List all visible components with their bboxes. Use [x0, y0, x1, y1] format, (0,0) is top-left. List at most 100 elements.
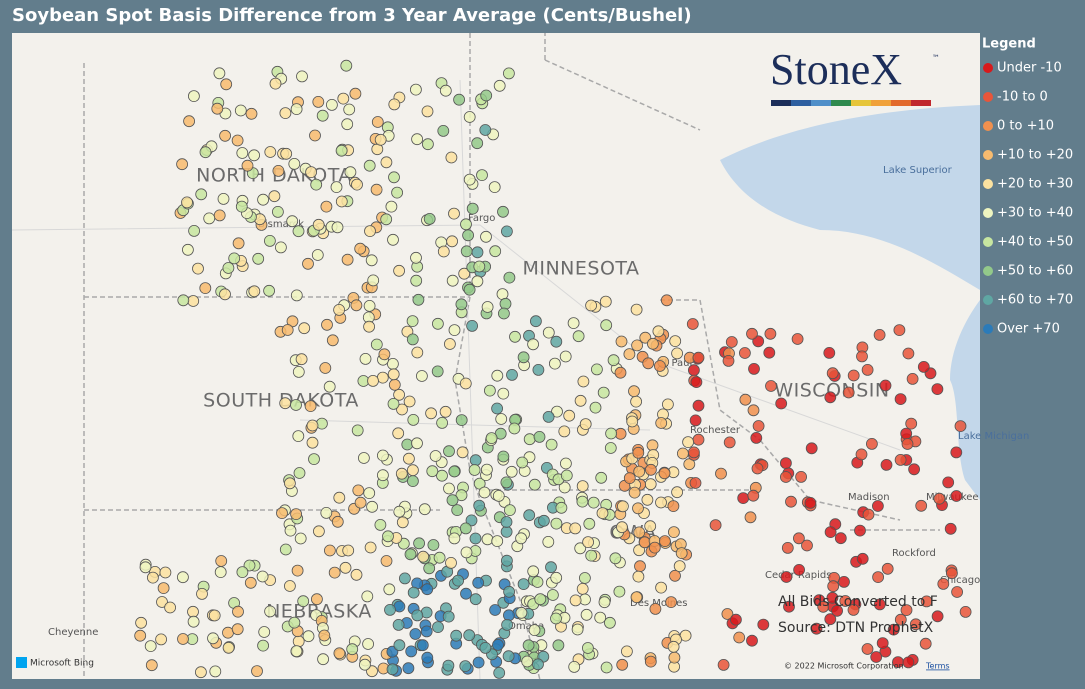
site-dot: [654, 360, 666, 372]
site-dot: [420, 625, 433, 638]
site-dot: [258, 626, 271, 638]
site-dot: [144, 640, 157, 652]
site-dot: [723, 436, 736, 449]
legend-swatch: [983, 295, 993, 305]
legend-label: +50 to +60: [997, 264, 1073, 279]
site-dot: [847, 604, 860, 616]
site-dot: [156, 596, 168, 608]
site-dot: [325, 99, 338, 111]
site-dot: [530, 315, 542, 328]
site-dot: [279, 543, 292, 556]
legend-swatch: [983, 92, 993, 102]
site-dot: [834, 532, 847, 545]
site-dot: [241, 159, 254, 172]
site-dot: [232, 605, 244, 618]
site-dot: [604, 442, 617, 454]
site-dot: [351, 178, 363, 191]
site-dot: [351, 424, 364, 437]
site-dot: [290, 103, 303, 115]
site-dot: [628, 486, 641, 499]
site-dot: [248, 285, 261, 298]
site-dot: [469, 593, 482, 606]
legend-swatch: [983, 324, 993, 334]
site-dot: [576, 480, 589, 493]
site-dot: [463, 111, 476, 123]
lake-michigan: [950, 300, 980, 500]
site-dot: [652, 325, 665, 338]
site-dot: [826, 591, 839, 604]
site-dot: [492, 489, 505, 502]
site-dot: [412, 293, 425, 306]
site-dot: [476, 169, 488, 182]
city-label: Omaha: [508, 621, 544, 632]
site-dot: [503, 585, 516, 598]
site-dot: [211, 102, 224, 115]
site-dot: [515, 606, 528, 619]
site-dot: [614, 366, 627, 379]
site-dot: [431, 317, 444, 330]
site-dot: [856, 350, 868, 363]
site-dot: [417, 550, 430, 563]
site-dot: [442, 610, 455, 623]
site-dot: [550, 612, 562, 625]
site-dot: [906, 372, 919, 385]
site-dot: [489, 245, 502, 258]
site-dot: [824, 613, 837, 626]
site-dot: [667, 500, 680, 513]
site-dot: [675, 547, 688, 559]
site-dot: [682, 436, 694, 449]
site-dot: [626, 415, 639, 428]
site-dot: [545, 561, 557, 574]
site-dot: [522, 639, 535, 652]
site-dot: [188, 224, 201, 237]
state-label: MINNESOTA: [522, 258, 639, 280]
site-dot: [363, 487, 376, 500]
site-dot: [181, 243, 194, 256]
site-dot: [296, 70, 308, 83]
site-dot: [384, 604, 396, 616]
site-dot: [472, 656, 485, 669]
site-dot: [604, 616, 616, 629]
site-dot: [421, 105, 434, 118]
site-dot: [181, 196, 193, 209]
terms-link[interactable]: Terms: [925, 662, 950, 671]
site-dot: [157, 582, 170, 594]
site-dot: [481, 301, 494, 313]
site-dot: [404, 548, 417, 561]
site-dot: [493, 79, 506, 92]
site-dot: [632, 446, 645, 459]
site-dot: [386, 357, 399, 370]
site-dot: [443, 338, 456, 350]
site-dot: [495, 413, 508, 425]
site-dot: [944, 522, 957, 535]
site-dot: [222, 262, 235, 274]
site-dot: [577, 375, 590, 388]
site-dot: [793, 564, 805, 576]
site-dot: [328, 566, 341, 579]
site-dot: [402, 662, 415, 675]
logo-bar: [831, 100, 851, 106]
site-dot: [248, 149, 261, 162]
site-dot: [669, 335, 682, 348]
site-dot: [491, 535, 504, 547]
site-dot: [733, 631, 746, 644]
site-dot: [459, 377, 472, 390]
site-dot: [264, 605, 277, 618]
site-dot: [286, 215, 299, 228]
logo-bar: [771, 100, 791, 106]
site-dot: [335, 144, 348, 157]
water-label: Lake Michigan: [958, 431, 1029, 442]
site-dot: [531, 576, 544, 588]
site-dot: [547, 589, 559, 601]
site-dot: [460, 546, 473, 559]
site-dot: [448, 324, 461, 337]
site-dot: [164, 601, 177, 614]
site-dot: [479, 124, 492, 136]
site-dot: [367, 274, 380, 287]
site-dot: [667, 640, 680, 653]
city-label: Chicago: [940, 575, 980, 586]
site-dot: [236, 147, 249, 159]
site-dot: [304, 400, 317, 413]
site-dot: [609, 552, 622, 565]
